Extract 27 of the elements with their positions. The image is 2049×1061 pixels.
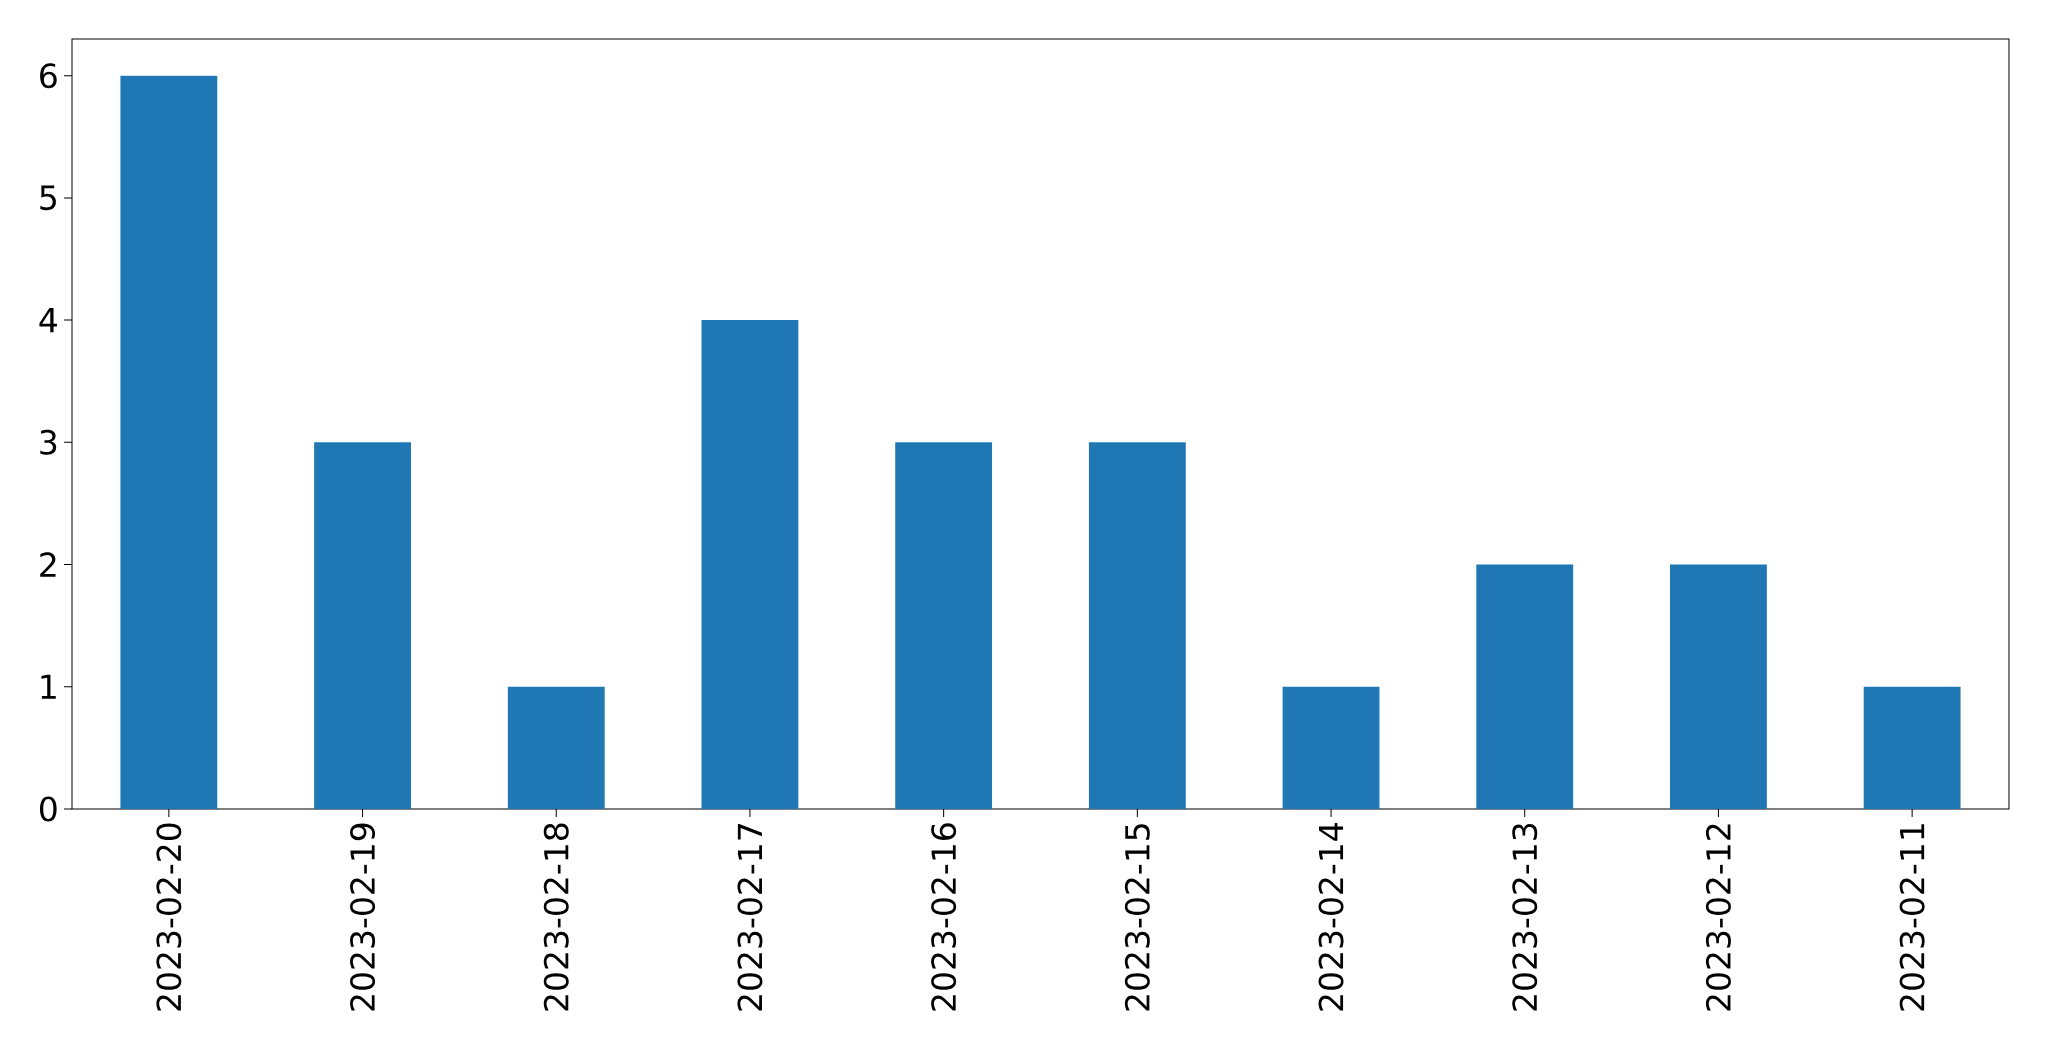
x-tick-label: 2023-02-15: [1124, 824, 1150, 1011]
x-tick-label: 2023-02-11: [1899, 824, 1925, 1011]
y-tick-label: 5: [40, 185, 56, 211]
y-tick-label: 3: [40, 429, 57, 455]
x-tick-label: 2023-02-14: [1318, 823, 1344, 1011]
bar: [1088, 442, 1186, 809]
bar: [1670, 564, 1767, 809]
bar: [701, 320, 799, 809]
y-tick-label: 1: [41, 674, 56, 699]
x-tick-label: 2023-02-13: [1512, 823, 1538, 1011]
bar: [120, 75, 218, 809]
x-tick-label: 2023-02-16: [931, 823, 957, 1011]
x-tick-label: 2023-02-19: [350, 823, 376, 1011]
x-tick-label: 2023-02-18: [543, 823, 569, 1011]
x-tick-label: 2023-02-20: [156, 823, 182, 1011]
x-tick-label: 2023-02-17: [737, 824, 763, 1011]
y-tick-label: 0: [39, 796, 57, 822]
y-tick-label: 6: [40, 63, 57, 89]
bar: [314, 442, 411, 809]
bar: [507, 686, 605, 809]
y-tick-label: 4: [39, 308, 57, 333]
bar: [895, 442, 993, 809]
bar: [1863, 686, 1961, 809]
bar: [1282, 686, 1380, 809]
x-tick-label: 2023-02-12: [1705, 824, 1731, 1011]
bar: [1476, 564, 1574, 809]
y-tick-label: 2: [40, 552, 56, 577]
